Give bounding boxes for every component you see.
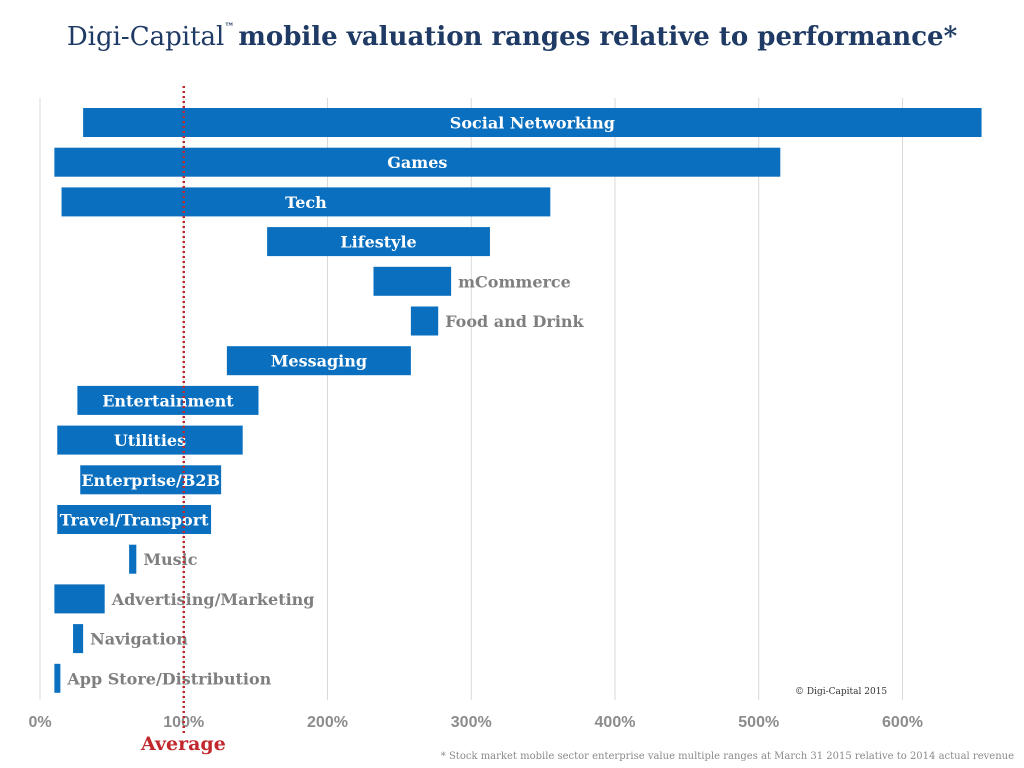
x-tick-label: 200% [307,714,348,731]
bar-label: App Store/Distribution [66,669,271,688]
bar-label: Advertising/Marketing [111,590,315,609]
range-bar [54,663,61,693]
range-bar [129,544,137,574]
range-bar [61,187,551,217]
x-tick-label: 500% [738,714,779,731]
bar-label: Messaging [271,352,367,371]
footnote: * Stock market mobile sector enterprise … [440,751,1014,762]
range-bar [80,465,222,495]
bar-label: Tech [285,193,327,212]
bar-label: mCommerce [458,272,571,291]
bar-label: Enterprise/B2B [81,471,220,490]
bar-label: Food and Drink [445,312,584,331]
x-tick-label: 400% [595,714,636,731]
bar-label: Entertainment [102,391,234,410]
range-bar [73,624,84,654]
average-label: Average [141,733,226,755]
x-tick-label: 600% [882,714,923,731]
bar-label: Lifestyle [340,233,416,252]
bar-label: Music [143,550,197,569]
title-text: mobile valuation ranges relative to perf… [238,22,958,52]
range-bar [57,425,243,455]
bar-label: Travel/Transport [60,511,209,530]
range-bar [410,306,439,336]
range-bar [77,385,259,415]
trademark-mark: ™ [224,22,235,33]
brand-name: Digi-Capital [66,22,225,52]
range-bar [54,584,105,614]
chart-title: Digi-Capital™ mobile valuation ranges rel… [0,22,1024,52]
bar-label: Navigation [90,630,188,649]
range-bar [54,147,781,177]
range-bar [373,266,452,296]
range-bar [83,108,982,137]
range-bar [57,505,212,534]
range-bar [226,346,411,376]
x-axis-ticks: 0%100%200%300%400%500%600% [28,714,923,731]
x-tick-label: 0% [28,714,51,731]
range-bars: Social Networking Games Tech Lifestyle mComm… [54,108,982,693]
bar-label: Games [387,153,447,172]
bar-label: Utilities [114,431,186,450]
bar-label: Social Networking [450,114,615,133]
copyright-note: © Digi-Capital 2015 [795,687,888,697]
range-bar [267,227,490,257]
x-tick-label: 300% [451,714,492,731]
